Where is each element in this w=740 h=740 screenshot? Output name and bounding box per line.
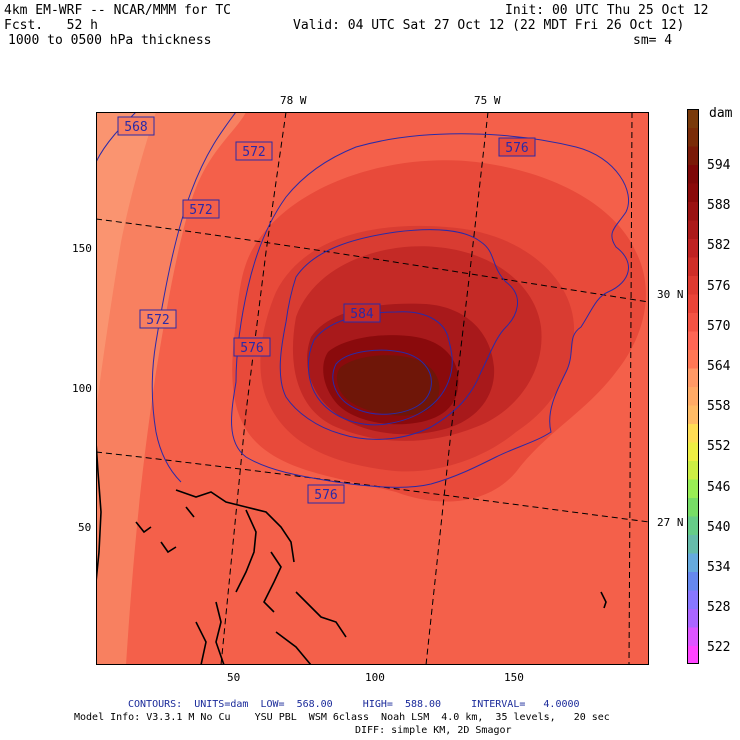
- colorbar-label: 540: [707, 519, 731, 535]
- colorbar-swatch: [687, 257, 699, 276]
- map-frame: [96, 112, 649, 665]
- contour-568: [96, 112, 137, 163]
- lon-label-78w: 78 W: [280, 94, 307, 107]
- contour-588: [332, 349, 432, 415]
- colorbar-label: 564: [707, 359, 731, 374]
- contour-584: [307, 311, 453, 426]
- colorbar-unit: dam: [709, 106, 733, 121]
- colorbar-swatch: [687, 331, 699, 350]
- colorbar-swatch: [687, 146, 699, 165]
- colorbar-label: 588: [707, 198, 731, 214]
- colorbar: [687, 109, 699, 664]
- colorbar-swatch: [687, 109, 699, 128]
- contour-label-576-c: 576: [314, 488, 337, 503]
- colorbar-swatch: [687, 590, 699, 609]
- colorbar-swatch: [687, 497, 699, 517]
- lat-label-27n: 27 N: [657, 516, 684, 529]
- contour-580: [279, 229, 518, 440]
- model-info: Model Info: V3.3.1 M No Cu YSU PBL WSM 6…: [74, 712, 610, 723]
- contour-576: [231, 133, 630, 488]
- contour-label-576-b: 576: [240, 341, 263, 356]
- x-tick-50: 50: [227, 671, 241, 684]
- colorbar-swatch: [687, 534, 699, 554]
- contour-label-576-a-box: 576: [498, 137, 536, 157]
- fill-northwest-2: [96, 112, 156, 412]
- diff-info: DIFF: simple KM, 2D Smagor: [355, 725, 512, 736]
- colorbar-swatch: [687, 627, 699, 646]
- colorbar-label: 552: [707, 439, 731, 455]
- colorbar-swatch: [687, 275, 699, 295]
- y-tick-50: 50: [78, 521, 92, 534]
- colorbar-swatch: [687, 164, 699, 184]
- colorbar-swatch: [687, 571, 699, 591]
- contour-label-584-box: 584: [343, 303, 381, 323]
- colorbar-swatch: [687, 608, 699, 628]
- colorbar-swatch: [687, 201, 699, 221]
- colorbar-swatch: [687, 423, 699, 443]
- contour-label-576-a: 576: [505, 141, 528, 156]
- smoothing-value: sm= 4: [633, 33, 673, 48]
- contour-label-568-box: 568: [117, 116, 155, 136]
- fill-northwest: [96, 112, 246, 665]
- init-time: Init: 00 UTC Thu 25 Oct 12: [505, 3, 709, 18]
- colorbar-swatch: [687, 220, 699, 239]
- contour-label-572-a: 572: [242, 145, 265, 160]
- colorbar-swatch: [687, 294, 699, 313]
- colorbar-label: 546: [707, 479, 731, 495]
- colorbar-swatch: [687, 645, 699, 664]
- graticule: [96, 112, 649, 665]
- contour-label-group: 568 572 572 572 576 576 576 584: [117, 116, 536, 504]
- x-tick-150: 150: [504, 671, 524, 684]
- contour-label-572-b: 572: [189, 203, 212, 218]
- colorbar-label: 576: [707, 278, 731, 294]
- contour-label-572-c-box: 572: [139, 309, 177, 329]
- colorbar-label: 570: [707, 318, 731, 334]
- y-tick-150: 150: [72, 242, 92, 255]
- colorbar-label: 558: [707, 399, 731, 415]
- fill-588: [336, 355, 440, 416]
- colorbar-label: 522: [707, 640, 731, 656]
- lon-label-75w: 75 W: [474, 94, 501, 107]
- field-name: 1000 to 0500 hPa thickness: [8, 33, 212, 48]
- colorbar-label: 528: [707, 600, 731, 616]
- colorbar-swatch: [687, 460, 699, 480]
- contour-label-568: 568: [124, 120, 147, 135]
- model-title: 4km EM-WRF -- NCAR/MMM for TC: [4, 3, 231, 18]
- contour-label-584: 584: [350, 307, 374, 322]
- x-tick-100: 100: [365, 671, 385, 684]
- colorbar-swatch: [687, 368, 699, 387]
- colorbar-swatch: [687, 386, 699, 406]
- y-tick-100: 100: [72, 382, 92, 395]
- colorbar-swatch: [687, 405, 699, 424]
- colorbar-swatch: [687, 553, 699, 572]
- contour-label-572-b-box: 572: [182, 199, 220, 219]
- colorbar-swatch: [687, 349, 699, 369]
- colorbar-label: 594: [707, 158, 731, 173]
- contour-label-576-b-box: 576: [233, 337, 271, 357]
- colorbar-swatch: [687, 183, 699, 202]
- colorbar-swatch: [687, 442, 699, 461]
- valid-time: Valid: 04 UTC Sat 27 Oct 12 (22 MDT Fri …: [293, 18, 685, 33]
- colorbar-label: 582: [707, 238, 731, 254]
- colorbar-swatch: [687, 238, 699, 258]
- contour-label-572-c: 572: [146, 313, 169, 328]
- contour-label-576-c-box: 576: [307, 484, 345, 504]
- colorbar-frame: [687, 109, 699, 664]
- colorbar-label: 534: [707, 560, 731, 575]
- coastlines: [96, 441, 607, 665]
- colorbar-swatch: [687, 312, 699, 332]
- colorbar-swatch: [687, 516, 699, 535]
- forecast-hour: Fcst. 52 h: [4, 18, 98, 33]
- thickness-map: 568 572 572 572 576 576 576 584: [96, 112, 649, 665]
- contour-label-572-a-box: 572: [235, 141, 273, 161]
- colorbar-swatch: [687, 127, 699, 147]
- lat-label-30n: 30 N: [657, 288, 684, 301]
- colorbar-swatch: [687, 479, 699, 498]
- contour-info: CONTOURS: UNITS=dam LOW= 568.00 HIGH= 58…: [128, 699, 580, 710]
